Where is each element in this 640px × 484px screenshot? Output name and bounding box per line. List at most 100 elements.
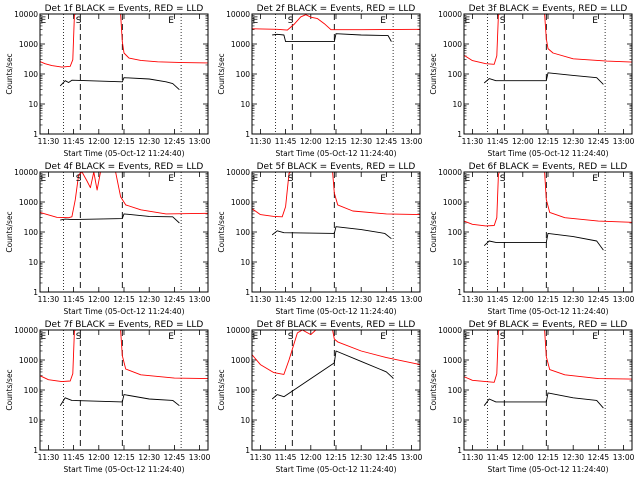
chart-4-panel: Det 4f BLACK = Events, RED = LLD Counts/s… [5, 162, 211, 316]
chart-3-marker: S [500, 16, 506, 26]
chart-9-ytick-label: 1000 [443, 356, 462, 365]
chart-9-xtick-label: 12:00 [512, 453, 534, 462]
chart-9-marker: E [592, 332, 598, 342]
chart-9-ylabel: Counts/sec [429, 369, 438, 410]
chart-9-marker: S [500, 332, 506, 342]
chart-8-xtick-label: 12:15 [325, 453, 347, 462]
chart-2-xtick-label: 13:00 [401, 137, 423, 146]
chart-2-ytick-label: 100 [236, 70, 251, 79]
chart-7-ytick-label: 100 [24, 386, 39, 395]
chart-7-series-lld [39, 329, 209, 383]
chart-3-ytick-label: 10000 [438, 10, 462, 19]
chart-7-ytick-label: 1 [33, 446, 38, 455]
chart-6-plot-frame [463, 171, 633, 293]
chart-2-marker: E [380, 16, 386, 26]
chart-4-marker: S [76, 174, 82, 184]
chart-7-ytick-label: 10000 [14, 326, 38, 335]
chart-1-xtick-label: 12:45 [164, 137, 186, 146]
chart-8-ytick-label: 1000 [231, 356, 250, 365]
chart-8-title: Det 8f BLACK = Events, RED = LLD [257, 320, 416, 330]
chart-7-xtick-label: 12:00 [88, 453, 110, 462]
chart-6-ytick-label: 1000 [443, 198, 462, 207]
chart-4-xtick-label: 12:15 [113, 295, 135, 304]
chart-6-ytick-label: 1 [457, 288, 462, 297]
chart-8-ytick-label: 10000 [226, 326, 250, 335]
chart-4-xtick-label: 11:45 [63, 295, 85, 304]
chart-6-xlabel: Start Time (05-Oct-12 11:24:40) [487, 307, 608, 316]
chart-6-xtick-label: 12:30 [562, 295, 584, 304]
chart-5-marker: S [288, 174, 294, 184]
chart-8-xlabel: Start Time (05-Oct-12 11:24:40) [275, 465, 396, 474]
chart-5-xtick-label: 11:30 [250, 295, 272, 304]
chart-7-xtick-label: 13:00 [189, 453, 211, 462]
chart-8-marker: S [288, 332, 294, 342]
chart-1-xtick-label: 12:30 [138, 137, 160, 146]
chart-4-ylabel: Counts/sec [5, 211, 14, 252]
chart-3-ytick-label: 100 [448, 70, 463, 79]
chart-1-marker: S [76, 16, 82, 26]
chart-7-ylabel: Counts/sec [5, 369, 14, 410]
chart-8-series-lld [251, 329, 421, 375]
chart-3-xtick-label: 11:45 [487, 137, 509, 146]
chart-6-series-lld [463, 171, 633, 227]
chart-9-xtick-label: 12:15 [537, 453, 559, 462]
chart-8-xtick-label: 12:00 [300, 453, 322, 462]
chart-4-xtick-label: 12:00 [88, 295, 110, 304]
chart-5-xtick-label: 12:00 [300, 295, 322, 304]
chart-9-panel: Det 9f BLACK = Events, RED = LLD Counts/s… [429, 320, 635, 474]
chart-1-xtick-label: 11:45 [63, 137, 85, 146]
chart-4-ytick-label: 1000 [19, 198, 38, 207]
chart-3-ytick-label: 1000 [443, 40, 462, 49]
chart-2-title: Det 2f BLACK = Events, RED = LLD [257, 4, 416, 14]
chart-6-xtick-label: 13:00 [613, 295, 635, 304]
chart-6-xtick-label: 12:45 [588, 295, 610, 304]
chart-1-xtick-label: 11:30 [38, 137, 60, 146]
chart-8-xtick-label: 11:30 [250, 453, 272, 462]
chart-2-xtick-label: 11:45 [275, 137, 297, 146]
chart-4-xtick-label: 12:45 [164, 295, 186, 304]
chart-8-series-events [271, 350, 394, 400]
chart-6-xtick-label: 12:00 [512, 295, 534, 304]
chart-4-marker: E [168, 174, 174, 184]
chart-6-marker: S [500, 174, 506, 184]
chart-6-ylabel: Counts/sec [429, 211, 438, 252]
chart-3-xtick-label: 11:30 [462, 137, 484, 146]
chart-6-xtick-label: 11:45 [487, 295, 509, 304]
chart-3-xtick-label: 12:45 [588, 137, 610, 146]
chart-8-xtick-label: 13:00 [401, 453, 423, 462]
chart-7-xtick-label: 12:30 [138, 453, 160, 462]
chart-8-ytick-label: 1 [245, 446, 250, 455]
chart-1-xlabel: Start Time (05-Oct-12 11:24:40) [63, 149, 184, 158]
chart-4-xlabel: Start Time (05-Oct-12 11:24:40) [63, 307, 184, 316]
chart-3-xtick-label: 13:00 [613, 137, 635, 146]
chart-3-xtick-label: 12:30 [562, 137, 584, 146]
chart-5-ytick-label: 1000 [231, 198, 250, 207]
chart-3-ytick-label: 10 [452, 100, 462, 109]
chart-4-series-lld [39, 171, 209, 219]
chart-9-xtick-label: 11:30 [462, 453, 484, 462]
chart-9-xtick-label: 11:45 [487, 453, 509, 462]
chart-5-panel: Det 5f BLACK = Events, RED = LLD Counts/s… [217, 162, 423, 316]
chart-1-ylabel: Counts/sec [5, 53, 14, 94]
chart-9-xlabel: Start Time (05-Oct-12 11:24:40) [487, 465, 608, 474]
chart-6-xtick-label: 11:30 [462, 295, 484, 304]
chart-4-xtick-label: 12:30 [138, 295, 160, 304]
chart-9-plot-frame [463, 329, 633, 451]
chart-8-xtick-label: 12:45 [376, 453, 398, 462]
chart-5-xtick-label: 12:30 [350, 295, 372, 304]
chart-4-plot-frame [39, 171, 209, 293]
chart-5-series-events [271, 226, 392, 240]
chart-7-xtick-label: 12:15 [113, 453, 135, 462]
chart-9-title: Det 9f BLACK = Events, RED = LLD [469, 320, 628, 330]
chart-1-xtick-label: 13:00 [189, 137, 211, 146]
chart-1-ytick-label: 10000 [14, 10, 38, 19]
chart-9-ytick-label: 100 [448, 386, 463, 395]
chart-7-series-events [59, 394, 180, 407]
chart-2-plot-frame [251, 13, 421, 135]
chart-8-marker: E [253, 332, 259, 342]
chart-5-ytick-label: 10 [240, 258, 250, 267]
chart-4-ytick-label: 10 [28, 258, 38, 267]
chart-8-marker: E [380, 332, 386, 342]
chart-1-xtick-label: 12:00 [88, 137, 110, 146]
